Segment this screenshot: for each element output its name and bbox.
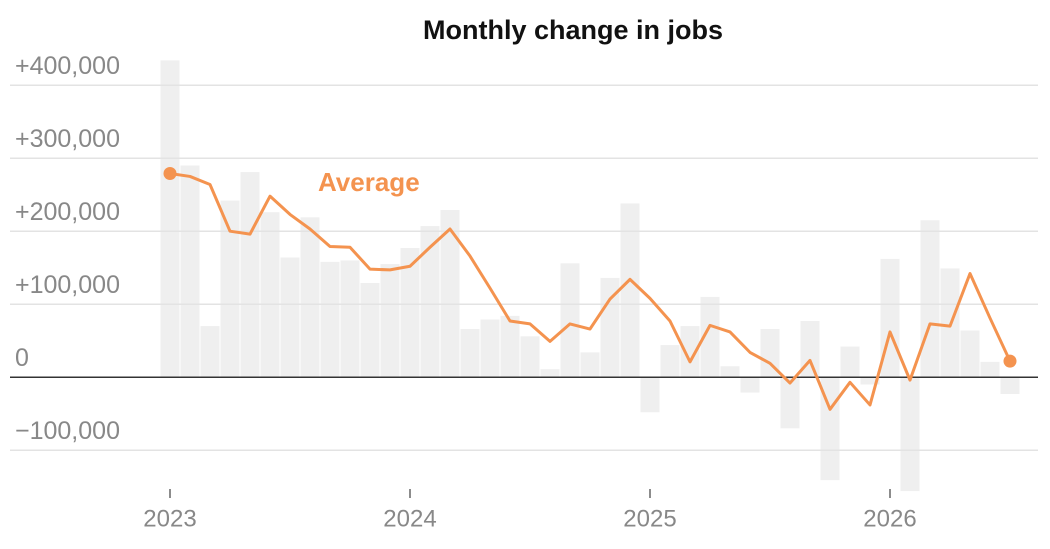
bar bbox=[260, 212, 280, 378]
bar bbox=[960, 330, 980, 378]
bar bbox=[540, 369, 560, 378]
bar bbox=[860, 377, 880, 385]
bar bbox=[460, 329, 480, 378]
y-tick-label: +200,000 bbox=[15, 198, 120, 226]
bar bbox=[380, 264, 400, 378]
x-tick-label: 2026 bbox=[863, 505, 916, 532]
bar bbox=[440, 210, 460, 378]
end-dot bbox=[1003, 354, 1017, 368]
bar bbox=[560, 263, 580, 378]
bar bbox=[480, 319, 500, 378]
bar bbox=[760, 329, 780, 378]
bar bbox=[580, 352, 600, 378]
bar bbox=[280, 257, 300, 378]
y-tick-label: −100,000 bbox=[15, 417, 120, 445]
bar bbox=[160, 60, 180, 378]
bar bbox=[640, 377, 660, 413]
bar bbox=[420, 226, 440, 378]
bar bbox=[320, 261, 340, 378]
bar bbox=[720, 366, 740, 378]
bar bbox=[700, 296, 720, 378]
bar bbox=[200, 326, 220, 378]
line-label: Average bbox=[318, 167, 420, 197]
bar bbox=[620, 203, 640, 378]
x-tick-label: 2025 bbox=[623, 505, 676, 532]
bar bbox=[980, 361, 1000, 378]
bar bbox=[840, 346, 860, 378]
bar bbox=[400, 247, 420, 378]
bar bbox=[520, 336, 540, 378]
bar bbox=[1000, 377, 1020, 394]
end-dot bbox=[163, 167, 177, 181]
y-tick-label: 0 bbox=[15, 344, 29, 372]
bar bbox=[360, 283, 380, 378]
bar bbox=[340, 260, 360, 378]
bar bbox=[180, 165, 200, 378]
x-tick-label: 2023 bbox=[143, 505, 196, 532]
bar bbox=[500, 315, 520, 378]
chart-title: Monthly change in jobs bbox=[423, 15, 723, 45]
y-tick-label: +400,000 bbox=[15, 52, 120, 80]
bar bbox=[900, 377, 920, 492]
bar bbox=[600, 277, 620, 378]
y-tick-label: +100,000 bbox=[15, 271, 120, 299]
bar bbox=[800, 320, 820, 378]
average-line bbox=[169, 172, 1012, 411]
bar bbox=[240, 172, 260, 378]
bar bbox=[660, 345, 680, 378]
bar bbox=[780, 377, 800, 429]
bar bbox=[220, 200, 240, 378]
bar bbox=[300, 217, 320, 378]
y-tick-label: +300,000 bbox=[15, 125, 120, 153]
x-tick-label: 2024 bbox=[383, 505, 436, 532]
bar bbox=[920, 220, 940, 378]
bar bbox=[680, 326, 700, 378]
bar bbox=[740, 377, 760, 393]
